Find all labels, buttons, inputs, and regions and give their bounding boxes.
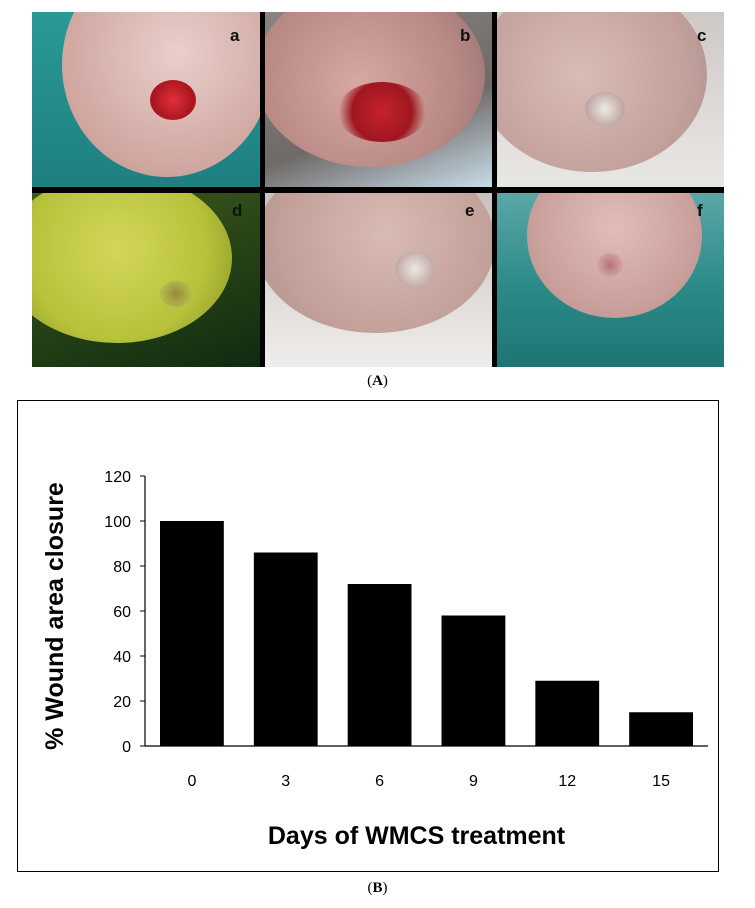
- wound-area: [160, 281, 192, 307]
- x-axis-title: Days of WMCS treatment: [268, 822, 566, 850]
- caption-a: (A): [367, 373, 388, 389]
- x-tick-label: 9: [469, 773, 478, 790]
- photo-panel-a: a: [32, 12, 260, 187]
- photo-panel-c: c: [497, 12, 724, 187]
- y-axis-title: % Wound area closure: [41, 482, 69, 750]
- caption-a-letter: A: [372, 373, 383, 389]
- photo-panel-f: f: [497, 193, 724, 367]
- x-tick-label: 15: [652, 773, 670, 790]
- bar-day-9: [441, 615, 506, 746]
- panel-letter-b: b: [460, 26, 471, 45]
- wound-area: [597, 253, 623, 277]
- caption-b: (B): [367, 880, 388, 896]
- wound-photo-grid: a b c d e f: [32, 12, 724, 367]
- y-tick-label: 0: [122, 739, 131, 756]
- bar-day-15: [629, 712, 693, 746]
- x-tick-label: 6: [375, 773, 384, 790]
- bar-chart: 0 20 40 60 80 100 120 0 3 6 9 12 15 Days of WMCS trea…: [41, 469, 708, 850]
- chart-frame: 0 20 40 60 80 100 120 0 3 6 9 12 15 Days of WMCS trea…: [17, 400, 719, 872]
- y-tick-label: 80: [113, 559, 131, 576]
- heel-shape: [32, 193, 232, 343]
- wound-area: [150, 80, 196, 120]
- bar-day-12: [535, 680, 600, 746]
- panel-letter-f: f: [697, 201, 703, 220]
- bar-day-0: [160, 521, 224, 746]
- panel-letter-c: c: [697, 26, 707, 45]
- y-tick-label: 60: [113, 604, 131, 621]
- y-tick-label: 20: [113, 694, 131, 711]
- photo-panel-b: b: [265, 12, 492, 187]
- x-tick-label: 0: [187, 773, 196, 790]
- y-tick-label: 120: [104, 469, 131, 486]
- x-tick-label: 3: [281, 773, 290, 790]
- photo-panel-d: d: [32, 193, 260, 367]
- caption-b-letter: B: [372, 880, 383, 896]
- bar-day-6: [347, 584, 412, 746]
- wound-area: [395, 251, 435, 287]
- photo-panel-e: e: [265, 193, 492, 367]
- panel-letter-d: d: [232, 201, 243, 220]
- wound-area: [585, 92, 625, 126]
- heel-shape: [265, 193, 492, 333]
- panel-letter-a: a: [230, 26, 240, 45]
- wound-area: [337, 82, 427, 142]
- panel-letter-e: e: [465, 201, 475, 220]
- bar-day-3: [253, 552, 318, 746]
- y-tick-label: 100: [104, 514, 131, 531]
- x-tick-label: 12: [558, 773, 576, 790]
- y-tick-label: 40: [113, 649, 131, 666]
